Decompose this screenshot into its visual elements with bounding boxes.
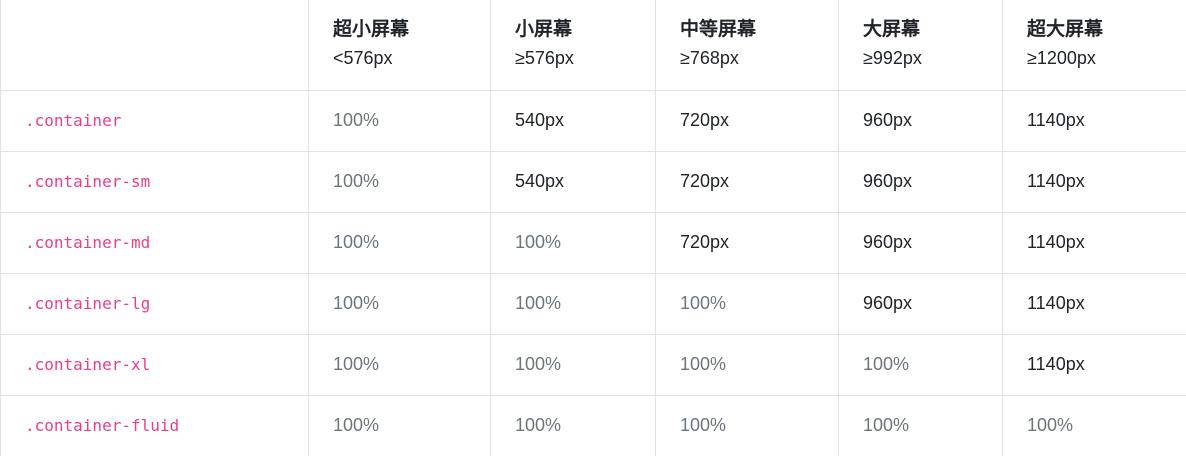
row-class-cell: .container-fluid <box>0 395 309 456</box>
value-cell: 100% <box>490 273 656 335</box>
container-class-code: .container-fluid <box>25 416 180 436</box>
column-title: 超大屏幕 <box>1027 19 1104 40</box>
table-body: .container 100% 540px 720px 960px 1140px… <box>0 90 1186 456</box>
table-row: .container-xl 100% 100% 100% 100% 1140px <box>0 334 1186 396</box>
table-row: .container-md 100% 100% 720px 960px 1140… <box>0 212 1186 274</box>
value-cell: 720px <box>655 90 839 152</box>
column-header: 超大屏幕 ≥1200px <box>1002 0 1186 91</box>
value-cell: 1140px <box>1002 151 1186 213</box>
value-cell: 100% <box>838 395 1003 456</box>
column-header <box>0 0 309 91</box>
row-class-cell: .container-sm <box>0 151 309 213</box>
column-header: 中等屏幕 ≥768px <box>655 0 839 91</box>
value-cell: 100% <box>1002 395 1186 456</box>
column-subtitle: ≥576px <box>515 48 574 68</box>
column-subtitle: <576px <box>333 48 393 68</box>
header-row: 超小屏幕 <576px 小屏幕 ≥576px 中等屏幕 ≥768px 大屏幕 ≥… <box>0 0 1186 91</box>
column-subtitle: ≥1200px <box>1027 48 1096 68</box>
value-cell: 960px <box>838 212 1003 274</box>
table-row: .container-fluid 100% 100% 100% 100% 100… <box>0 395 1186 456</box>
container-class-code: .container <box>25 111 122 130</box>
container-class-code: .container-xl <box>25 355 151 374</box>
value-cell: 100% <box>308 151 491 213</box>
value-cell: 1140px <box>1002 273 1186 335</box>
value-cell: 100% <box>308 395 491 456</box>
value-cell: 100% <box>490 334 656 396</box>
table-row: .container-lg 100% 100% 100% 960px 1140p… <box>0 273 1186 335</box>
column-header: 大屏幕 ≥992px <box>838 0 1003 91</box>
column-header: 小屏幕 ≥576px <box>490 0 656 91</box>
column-subtitle: ≥768px <box>680 48 739 68</box>
value-cell: 960px <box>838 90 1003 152</box>
value-cell: 1140px <box>1002 212 1186 274</box>
column-subtitle: ≥992px <box>863 48 922 68</box>
value-cell: 100% <box>838 334 1003 396</box>
value-cell: 100% <box>490 395 656 456</box>
row-class-cell: .container-xl <box>0 334 309 396</box>
row-class-cell: .container <box>0 90 309 152</box>
container-class-code: .container-sm <box>25 172 151 191</box>
value-cell: 100% <box>308 334 491 396</box>
value-cell: 720px <box>655 151 839 213</box>
container-class-code: .container-lg <box>25 294 151 313</box>
value-cell: 100% <box>308 273 491 335</box>
row-class-cell: .container-lg <box>0 273 309 335</box>
column-title: 小屏幕 <box>515 19 573 40</box>
value-cell: 1140px <box>1002 90 1186 152</box>
value-cell: 540px <box>490 90 656 152</box>
value-cell: 100% <box>490 212 656 274</box>
value-cell: 100% <box>308 90 491 152</box>
table-row: .container 100% 540px 720px 960px 1140px <box>0 90 1186 152</box>
table-row: .container-sm 100% 540px 720px 960px 114… <box>0 151 1186 213</box>
container-class-code: .container-md <box>25 233 151 252</box>
value-cell: 960px <box>838 273 1003 335</box>
column-title: 中等屏幕 <box>680 19 757 40</box>
row-class-cell: .container-md <box>0 212 309 274</box>
value-cell: 100% <box>308 212 491 274</box>
column-header: 超小屏幕 <576px <box>308 0 491 91</box>
column-title: 大屏幕 <box>863 19 921 40</box>
value-cell: 720px <box>655 212 839 274</box>
column-title: 超小屏幕 <box>333 19 410 40</box>
value-cell: 960px <box>838 151 1003 213</box>
value-cell: 100% <box>655 395 839 456</box>
value-cell: 540px <box>490 151 656 213</box>
table-header: 超小屏幕 <576px 小屏幕 ≥576px 中等屏幕 ≥768px 大屏幕 ≥… <box>0 0 1186 91</box>
value-cell: 100% <box>655 334 839 396</box>
value-cell: 100% <box>655 273 839 335</box>
value-cell: 1140px <box>1002 334 1186 396</box>
